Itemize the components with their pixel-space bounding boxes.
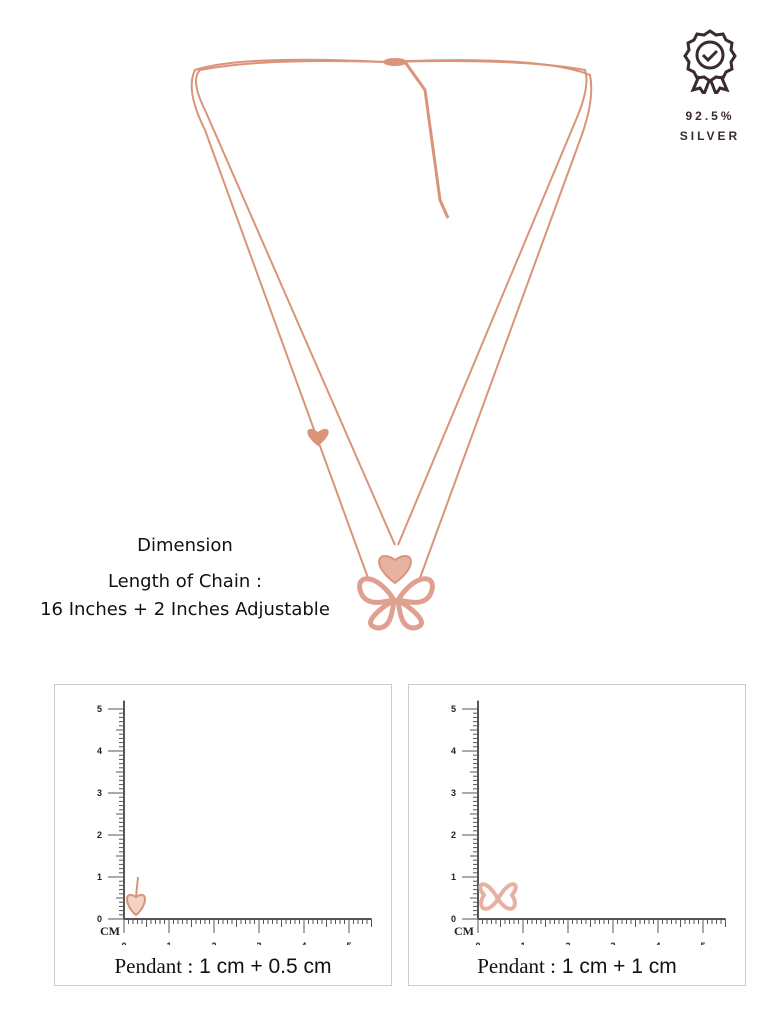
y-tick-label: 5 — [451, 704, 456, 714]
caption-label: Pendant : — [477, 954, 556, 978]
y-tick-label: 1 — [451, 872, 456, 882]
y-tick-label: 3 — [97, 788, 102, 798]
butterfly-pendant — [478, 882, 518, 911]
outer-chain-right — [384, 59, 593, 579]
y-tick-label: 2 — [97, 830, 102, 840]
heart-charm — [307, 428, 329, 446]
x-tick-label: 0 — [475, 941, 480, 945]
heart-pendant — [126, 894, 146, 917]
inner-chain-right — [384, 60, 588, 546]
length-label: Length of Chain : — [107, 571, 263, 592]
x-tick-label: 2 — [565, 941, 570, 945]
dimension-info: Dimension Length of Chain : 16 Inches + … — [20, 532, 350, 624]
rosette-check-icon — [683, 29, 737, 98]
y-tick-label: 0 — [97, 914, 102, 924]
y-tick-label: 4 — [97, 746, 102, 756]
caption-label: Pendant : — [114, 954, 194, 978]
necklace-image — [190, 58, 593, 631]
metal-label: SILVER — [679, 129, 741, 143]
purity-label: 92.5% — [685, 109, 735, 123]
silver-badge: 92.5% SILVER — [670, 28, 750, 143]
dimension-title: Dimension — [137, 535, 233, 556]
y-tick-label: 5 — [97, 704, 102, 714]
x-tick-label: 0 — [121, 941, 126, 945]
x-tick-label: 3 — [256, 941, 261, 945]
panel-heart-size: 0 0 1 1 2 2 3 3 4 4 5 5 CM Pendant : 1 cm + 0.5 cm — [54, 684, 392, 986]
caption-value: 1 cm + 0.5 cm — [199, 955, 332, 978]
y-tick-label: 2 — [451, 830, 456, 840]
unit-label: CM — [454, 924, 474, 938]
x-tick-label: 1 — [520, 941, 525, 945]
length-value: 16 Inches + 2 Inches Adjustable — [40, 599, 330, 620]
y-tick-label: 4 — [451, 746, 456, 756]
x-tick-label: 3 — [610, 941, 615, 945]
unit-label: CM — [100, 924, 120, 938]
inner-chain-left — [195, 60, 396, 546]
panel-butterfly-size: 0 0 1 1 2 2 3 3 4 4 5 5 CM Pendant : 1 cm + 1 cm — [408, 684, 746, 986]
x-tick-label: 5 — [346, 941, 351, 945]
x-tick-label: 4 — [655, 941, 660, 945]
y-tick-label: 1 — [97, 872, 102, 882]
butterfly-pendant — [357, 576, 435, 631]
pendant-bail — [135, 876, 139, 898]
heart-pendant — [378, 555, 412, 585]
x-tick-label: 4 — [301, 941, 306, 945]
ruler: 0 0 1 1 2 2 3 3 4 4 5 5 CM — [451, 700, 726, 951]
ruler: 0 0 1 1 2 2 3 3 4 4 5 5 CM — [97, 700, 372, 951]
x-tick-label: 2 — [211, 941, 216, 945]
x-tick-label: 5 — [700, 941, 705, 945]
y-tick-label: 3 — [451, 788, 456, 798]
x-tick-label: 1 — [166, 941, 171, 945]
clasp — [383, 58, 407, 66]
outer-chain-left — [190, 58, 386, 579]
extender-chain — [403, 61, 450, 219]
y-tick-label: 0 — [451, 914, 456, 924]
caption-value: 1 cm + 1 cm — [561, 955, 677, 978]
